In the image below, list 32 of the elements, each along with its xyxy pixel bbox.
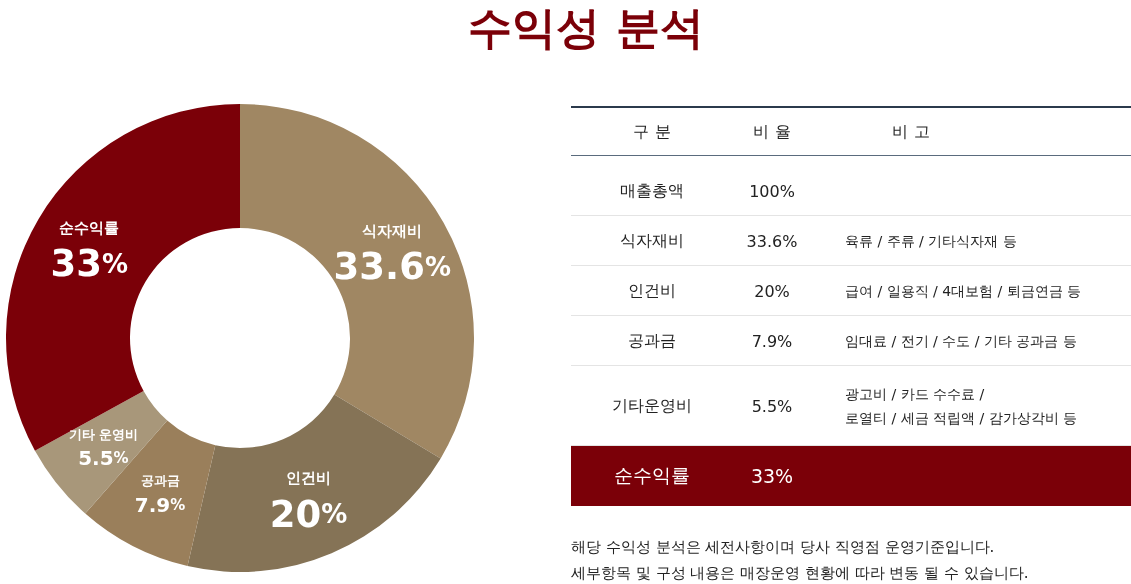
- category-label: 매출총액: [619, 180, 685, 201]
- slice-label: 공과금: [140, 473, 180, 489]
- text: 임대료 / 전기 / 수도 / 기타 공과금 등: [845, 332, 1077, 349]
- data-label: 7.9%: [134, 492, 186, 517]
- slice-label: 인건비: [285, 469, 331, 488]
- data-label: 5.5%: [78, 446, 129, 471]
- data-label: 33.6%: [333, 245, 451, 289]
- text: 수익성 분석: [468, 1, 704, 53]
- text: 비 고: [891, 121, 931, 142]
- slice-label: 순수익률: [59, 218, 120, 237]
- category-label: 식자재비: [619, 230, 685, 251]
- text: 100%: [749, 181, 795, 200]
- category-label: 공과금: [627, 330, 677, 351]
- slice-label: 기타 운영비: [68, 426, 139, 442]
- data-label: 20%: [269, 492, 348, 536]
- text: 해당 수익성 분석은 세전사항이며 당사 직영점 운영기준입니다.: [571, 536, 995, 557]
- text: 5.5%: [751, 396, 793, 415]
- text: 급여 / 일용직 / 4대보험 / 퇴금연금 등: [845, 282, 1082, 299]
- data-label: 33%: [50, 242, 129, 286]
- category-label: 기타운영비: [611, 395, 693, 416]
- text: 20%: [754, 281, 790, 300]
- slice-label: 식자재비: [362, 221, 423, 240]
- category-label: 순수익률: [613, 463, 691, 488]
- text: 비 율: [752, 121, 792, 142]
- category-label: 인건비: [627, 280, 677, 301]
- text: 세부항목 및 구성 내용은 매장운영 현황에 따라 변동 될 수 있습니다.: [571, 562, 1029, 583]
- text: 33%: [750, 465, 794, 487]
- text: 33.6%: [746, 231, 798, 250]
- text: 광고비 / 카드 수수료 / 로열티 / 세금 적립액 / 감가상각비 등: [845, 385, 1078, 426]
- text: 육류 / 주류 / 기타식자재 등: [845, 232, 1017, 249]
- text: 7.9%: [751, 331, 793, 350]
- text: 구 분: [632, 121, 672, 142]
